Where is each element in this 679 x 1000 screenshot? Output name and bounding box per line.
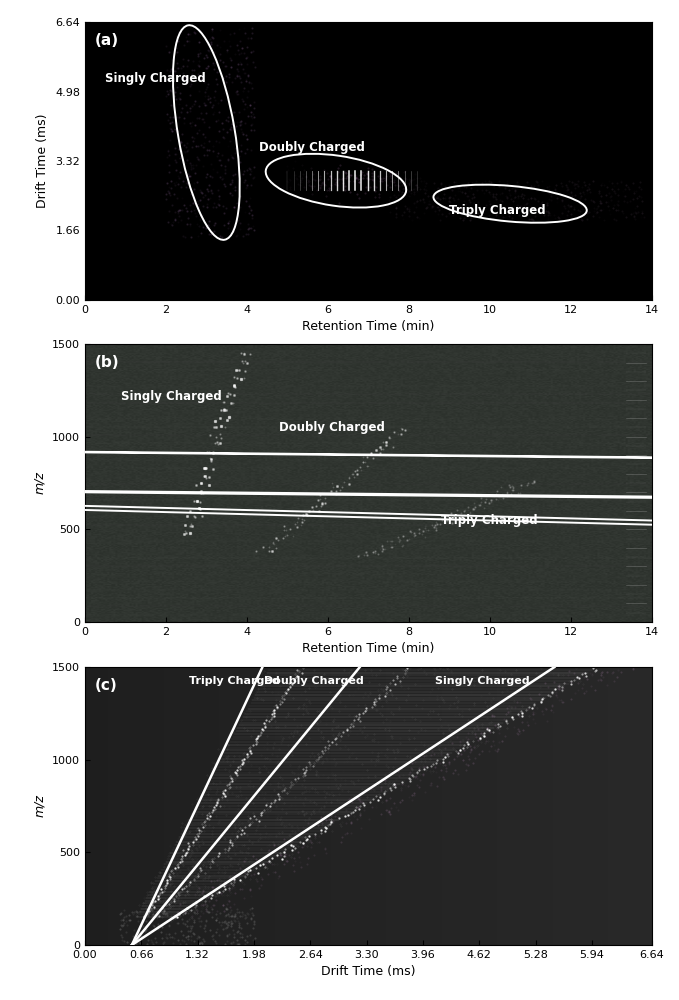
Text: Doubly Charged: Doubly Charged bbox=[259, 141, 365, 154]
Text: Triply Charged: Triply Charged bbox=[189, 676, 280, 686]
Text: Doubly Charged: Doubly Charged bbox=[279, 421, 385, 434]
Text: (b): (b) bbox=[95, 355, 120, 370]
Text: Doubly Charged: Doubly Charged bbox=[264, 676, 364, 686]
Y-axis label: Drift Time (ms): Drift Time (ms) bbox=[37, 114, 50, 208]
Text: (a): (a) bbox=[95, 33, 120, 48]
Text: Singly Charged: Singly Charged bbox=[122, 390, 222, 403]
Y-axis label: m/z: m/z bbox=[33, 472, 46, 494]
Text: Triply Charged: Triply Charged bbox=[449, 204, 546, 217]
X-axis label: Drift Time (ms): Drift Time (ms) bbox=[321, 965, 416, 978]
X-axis label: Retention Time (min): Retention Time (min) bbox=[302, 320, 435, 333]
Text: (c): (c) bbox=[95, 678, 118, 693]
Text: Singly Charged: Singly Charged bbox=[435, 676, 530, 686]
Text: Singly Charged: Singly Charged bbox=[105, 72, 206, 85]
X-axis label: Retention Time (min): Retention Time (min) bbox=[302, 642, 435, 655]
Text: Triply Charged: Triply Charged bbox=[441, 514, 538, 527]
Y-axis label: m/z: m/z bbox=[33, 795, 46, 817]
